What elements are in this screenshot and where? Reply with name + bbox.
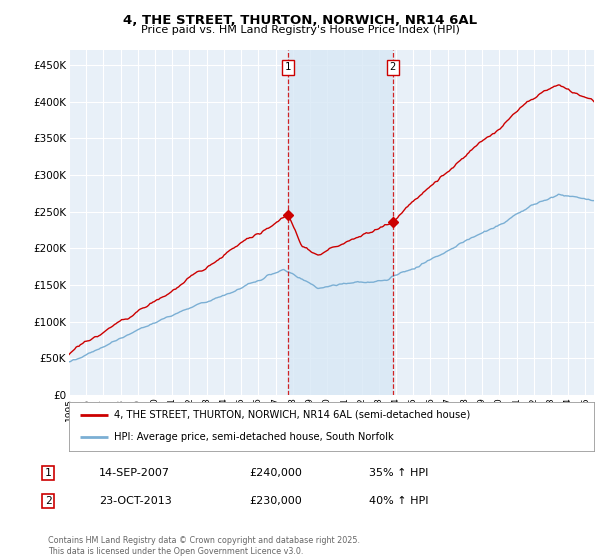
Text: 1: 1: [284, 63, 291, 72]
Text: Contains HM Land Registry data © Crown copyright and database right 2025.
This d: Contains HM Land Registry data © Crown c…: [48, 536, 360, 556]
Text: 2: 2: [389, 63, 396, 72]
Text: 40% ↑ HPI: 40% ↑ HPI: [369, 496, 428, 506]
Text: 23-OCT-2013: 23-OCT-2013: [99, 496, 172, 506]
Text: HPI: Average price, semi-detached house, South Norfolk: HPI: Average price, semi-detached house,…: [113, 432, 394, 442]
Text: 4, THE STREET, THURTON, NORWICH, NR14 6AL: 4, THE STREET, THURTON, NORWICH, NR14 6A…: [123, 14, 477, 27]
Text: £230,000: £230,000: [249, 496, 302, 506]
Text: Price paid vs. HM Land Registry's House Price Index (HPI): Price paid vs. HM Land Registry's House …: [140, 25, 460, 35]
Text: 4, THE STREET, THURTON, NORWICH, NR14 6AL (semi-detached house): 4, THE STREET, THURTON, NORWICH, NR14 6A…: [113, 410, 470, 420]
Text: 35% ↑ HPI: 35% ↑ HPI: [369, 468, 428, 478]
Text: 14-SEP-2007: 14-SEP-2007: [99, 468, 170, 478]
Text: 1: 1: [44, 468, 52, 478]
Bar: [288, 50, 393, 395]
Text: £240,000: £240,000: [249, 468, 302, 478]
Text: 2: 2: [44, 496, 52, 506]
